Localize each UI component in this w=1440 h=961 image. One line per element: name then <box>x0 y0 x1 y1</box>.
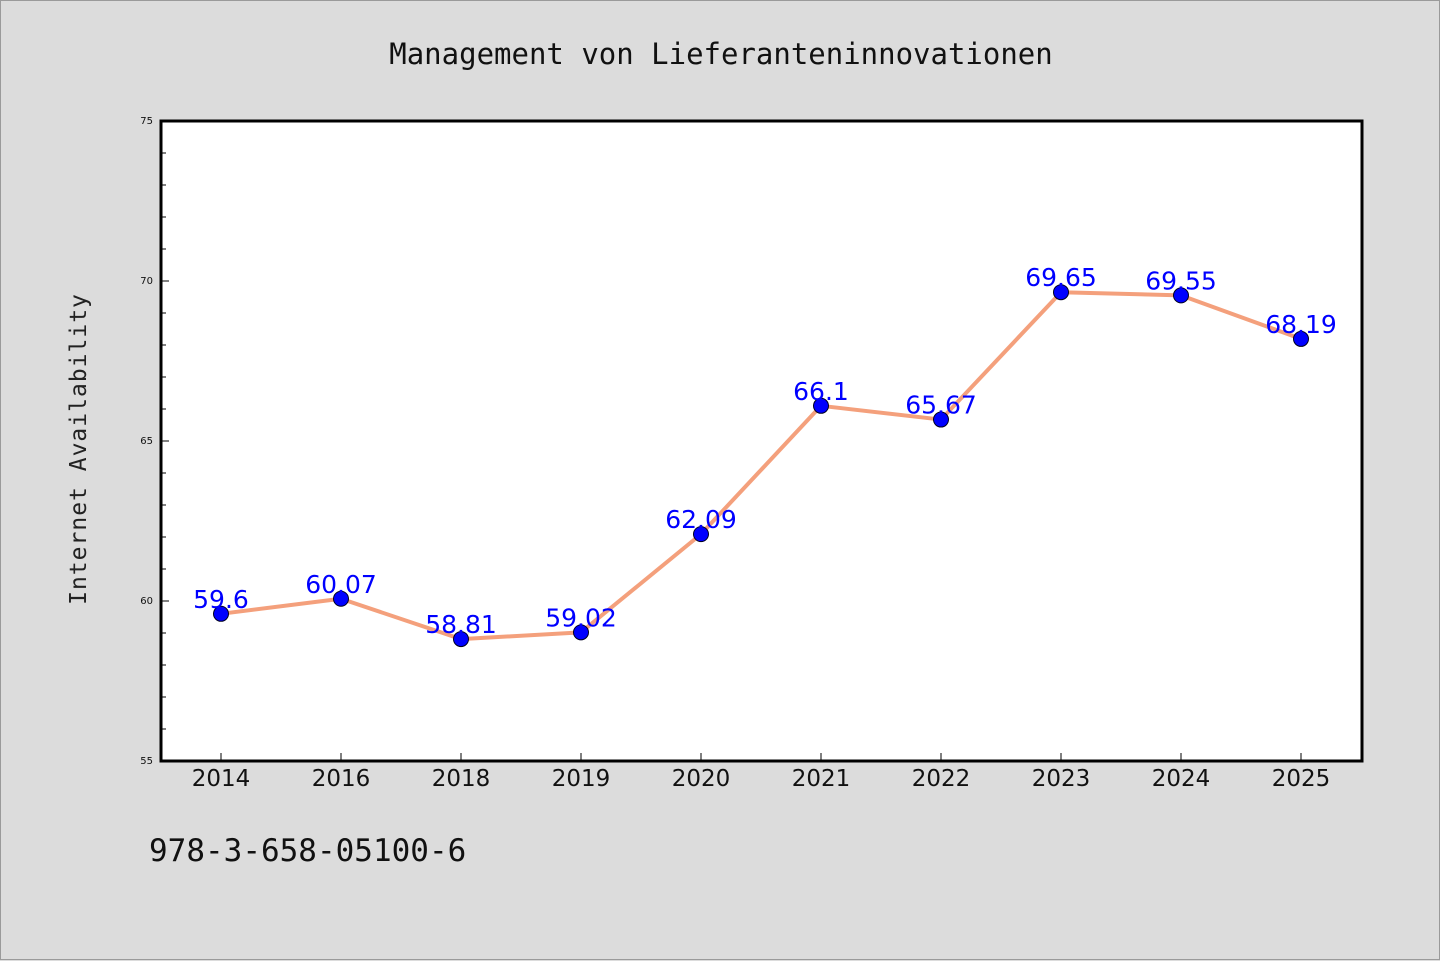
x-tick-label: 2018 <box>432 766 491 792</box>
data-labels: 59.6 60.07 58.81 59.02 62.09 66.1 65.67 69.65 69… <box>193 263 1337 639</box>
data-label: 58.81 <box>425 610 497 639</box>
chart-title: Management von Lieferanteninnovationen <box>389 37 1052 71</box>
x-tick-label: 2025 <box>1272 766 1331 792</box>
y-axis: 55 60 65 70 75 <box>140 116 169 767</box>
x-tick-label: 2022 <box>912 766 971 792</box>
data-point-marker <box>213 605 229 622</box>
y-tick-label: 75 <box>140 116 153 127</box>
data-point-marker <box>1293 330 1309 347</box>
y-tick-label: 55 <box>140 756 153 767</box>
x-tick-label: 2024 <box>1152 766 1211 792</box>
data-point-marker <box>693 526 709 543</box>
data-point-marker <box>1173 287 1189 304</box>
data-point-marker <box>933 411 949 428</box>
data-label: 68.19 <box>1265 310 1337 339</box>
data-label: 59.6 <box>193 585 249 614</box>
data-point-marker <box>573 624 589 641</box>
series-line <box>220 290 1302 642</box>
data-point-marker <box>333 590 349 607</box>
data-label: 65.67 <box>905 391 977 420</box>
data-label: 69.65 <box>1025 263 1097 292</box>
x-tick-label: 2014 <box>192 766 251 792</box>
y-axis-label: Internet Availability <box>66 293 92 605</box>
series-group <box>213 284 1309 648</box>
data-label: 66.1 <box>793 377 849 406</box>
y-tick-label: 65 <box>140 436 153 447</box>
x-tick-label: 2020 <box>672 766 731 792</box>
data-label: 59.02 <box>545 603 617 632</box>
plot-area <box>159 119 1364 763</box>
data-point-marker <box>813 397 829 414</box>
x-tick-label: 2021 <box>792 766 851 792</box>
x-tick-label: 2023 <box>1032 766 1091 792</box>
data-point-marker <box>453 631 469 648</box>
footer-isbn: 978-3-658-05100-6 <box>149 833 467 869</box>
x-tick-label: 2016 <box>312 766 371 792</box>
data-label: 62.09 <box>665 505 737 534</box>
data-label: 60.07 <box>305 570 377 599</box>
data-label: 69.55 <box>1145 266 1217 295</box>
data-point-marker <box>1053 284 1069 301</box>
y-tick-label: 70 <box>140 276 153 287</box>
y-tick-label: 60 <box>140 596 153 607</box>
x-axis: 2014 2016 2018 2019 2020 2021 2022 2023 2024 2025 <box>192 753 1331 792</box>
x-tick-label: 2019 <box>552 766 611 792</box>
